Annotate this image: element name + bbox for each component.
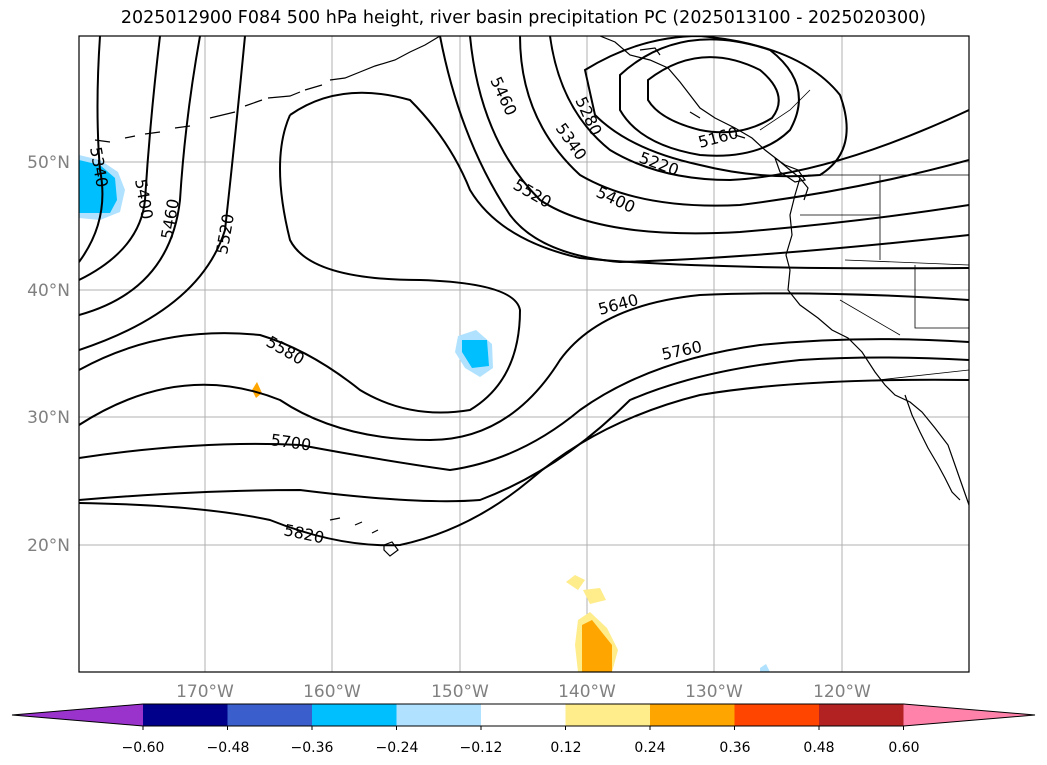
contour-label: 5520 bbox=[510, 175, 555, 212]
lat-label: 40°N bbox=[27, 281, 70, 301]
colorbar-segment bbox=[819, 704, 904, 726]
contour-label: 5460 bbox=[157, 197, 183, 240]
contour-label: 5400 bbox=[593, 182, 638, 216]
contour-label: 5580 bbox=[263, 332, 308, 369]
contour-5820 bbox=[79, 378, 969, 547]
map-title: 2025012900 F084 500 hPa height, river ba… bbox=[120, 8, 927, 28]
contour-5460 bbox=[79, 36, 201, 316]
contour-5460-east bbox=[469, 36, 969, 235]
contour-label: 5520 bbox=[212, 212, 238, 255]
contour-5220 bbox=[619, 38, 800, 157]
colorbar-tick-label: −0.12 bbox=[460, 740, 503, 756]
lon-label: 120°W bbox=[813, 682, 871, 702]
contour-5520-closed bbox=[439, 36, 969, 264]
precip-shading bbox=[79, 155, 770, 672]
lon-label: 140°W bbox=[558, 682, 616, 702]
precip-negative-small bbox=[760, 664, 770, 672]
contour-5400 bbox=[79, 36, 161, 281]
colorbar bbox=[11, 703, 1036, 730]
precip-positive-small-1 bbox=[566, 575, 585, 590]
colorbar-extend-high bbox=[903, 704, 1035, 726]
lon-label: 160°W bbox=[303, 682, 361, 702]
contour-5640 bbox=[79, 292, 969, 442]
contour-label: 5700 bbox=[269, 430, 312, 454]
contour-label: 5400 bbox=[131, 177, 157, 220]
contour-5340-east bbox=[549, 36, 969, 182]
contour-5160 bbox=[647, 56, 780, 134]
colorbar-segment bbox=[734, 704, 820, 726]
colorbar-tick-label: −0.24 bbox=[376, 740, 419, 756]
colorbar-segment bbox=[312, 704, 397, 726]
contour-label: 5460 bbox=[486, 74, 520, 119]
colorbar-tick-label: −0.60 bbox=[122, 740, 165, 756]
canada-alaska-border bbox=[759, 89, 811, 131]
lon-labels: 170°W 160°W 150°W 140°W 130°W 120°W bbox=[176, 682, 871, 702]
west-islands bbox=[639, 47, 746, 139]
precip-negative-west-core bbox=[79, 160, 117, 213]
contour-5580-closed bbox=[79, 91, 969, 414]
colorbar-extend-low bbox=[12, 704, 143, 726]
colorbar-tick-label: −0.48 bbox=[207, 740, 250, 756]
north-america-west-coast bbox=[785, 177, 969, 506]
precip-positive-small-3 bbox=[252, 382, 262, 398]
colorbar-labels: −0.60 −0.48 −0.36 −0.24 −0.12 0.12 0.24 … bbox=[122, 740, 920, 756]
colorbar-segment bbox=[650, 704, 735, 726]
colorbar-segment bbox=[565, 704, 651, 726]
colorbar-segment bbox=[227, 704, 313, 726]
contour-5340 bbox=[79, 36, 104, 263]
colorbar-tick-label: 0.48 bbox=[803, 740, 834, 756]
contour-5700 bbox=[79, 338, 969, 472]
colorbar-tick-label: 0.24 bbox=[634, 740, 665, 756]
lon-label: 170°W bbox=[176, 682, 234, 702]
contour-label: 5820 bbox=[282, 520, 326, 547]
contour-label: 5760 bbox=[660, 337, 704, 364]
map-frame bbox=[78, 35, 970, 673]
colorbar-segment bbox=[396, 704, 482, 726]
lat-label: 50°N bbox=[27, 153, 70, 173]
gridlines bbox=[79, 36, 969, 672]
precip-positive-small-2 bbox=[583, 588, 606, 604]
precip-negative-central-core bbox=[462, 340, 489, 368]
state-borders bbox=[800, 175, 969, 381]
contour-5400-east bbox=[519, 36, 969, 207]
aleutian-chain bbox=[94, 36, 441, 143]
colorbar-tick-label: −0.36 bbox=[291, 740, 334, 756]
colorbar-tick-label: 0.12 bbox=[550, 740, 581, 756]
lat-label: 30°N bbox=[27, 408, 70, 428]
lon-label: 150°W bbox=[431, 682, 489, 702]
lat-labels: 50°N 40°N 30°N 20°N bbox=[27, 153, 70, 556]
precip-positive-south-core bbox=[582, 620, 612, 672]
contour-label: 5160 bbox=[696, 123, 740, 152]
lat-label: 20°N bbox=[27, 536, 70, 556]
contour-5520 bbox=[79, 36, 246, 351]
contour-label: 5220 bbox=[637, 148, 682, 180]
lon-label: 130°W bbox=[685, 682, 743, 702]
height-contours bbox=[79, 36, 969, 547]
hawaii-islands bbox=[329, 517, 399, 557]
baja-peninsula bbox=[904, 394, 961, 501]
colorbar-tick-label: 0.60 bbox=[888, 740, 919, 756]
colorbar-tick-label: 0.36 bbox=[719, 740, 750, 756]
contour-5760 bbox=[79, 356, 969, 503]
colorbar-segment bbox=[481, 704, 566, 726]
vancouver-island bbox=[773, 156, 807, 183]
colorbar-segment bbox=[143, 704, 228, 726]
borders bbox=[759, 89, 969, 381]
